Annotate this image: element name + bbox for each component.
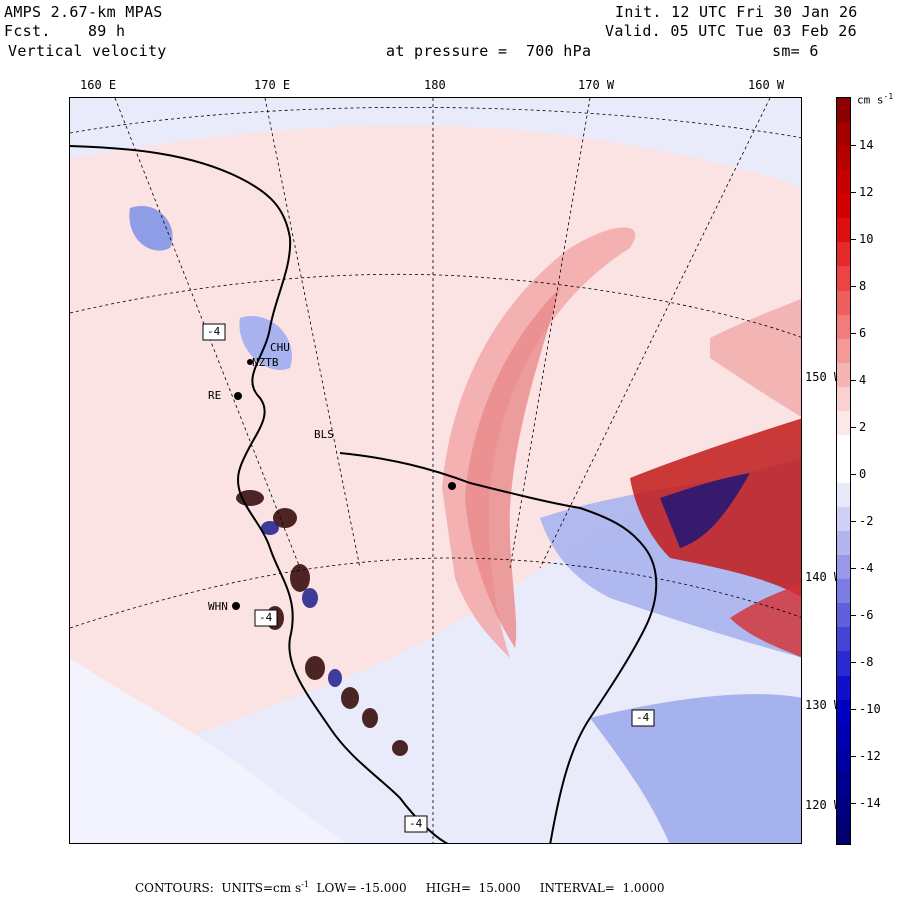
- colorbar-segment: [837, 675, 850, 701]
- colorbar-segment: [837, 194, 850, 219]
- colorbar-segment: [837, 483, 850, 508]
- field-name: Vertical velocity: [8, 42, 167, 60]
- colorbar-segment: [837, 747, 850, 773]
- contour-label: -4: [207, 325, 221, 338]
- colorbar-segment: [837, 579, 850, 604]
- station-chu: CHU: [270, 341, 290, 354]
- colorbar-segment: [837, 410, 850, 436]
- lon-label-170w: 170 W: [578, 78, 615, 92]
- colorbar-segment: [837, 651, 850, 677]
- colorbar-tick-mark: [851, 568, 856, 569]
- colorbar-tick-mark: [851, 427, 856, 428]
- colorbar-tick-mark: [851, 709, 856, 710]
- colorbar-tick-label: 4: [859, 373, 867, 387]
- colorbar: [836, 97, 851, 845]
- colorbar-segment: [837, 170, 850, 195]
- colorbar-tick-mark: [851, 380, 856, 381]
- colorbar-tick-label: 8: [859, 279, 867, 293]
- lat-label-120w: 120 W: [805, 798, 842, 812]
- station-bls: BLS: [314, 428, 334, 441]
- lon-label-180: 180: [424, 78, 446, 92]
- colorbar-tick-mark: [851, 333, 856, 334]
- colorbar-tick-mark: [851, 803, 856, 804]
- colorbar-segment: [837, 507, 850, 532]
- contour-label: -4: [409, 817, 423, 830]
- lon-label-160w: 160 W: [748, 78, 785, 92]
- colorbar-segment: [837, 98, 850, 123]
- colorbar-segment: [837, 819, 850, 845]
- colorbar-tick-label: -12: [859, 749, 881, 763]
- colorbar-tick-mark: [851, 615, 856, 616]
- contour-label: -4: [259, 611, 273, 624]
- colorbar-tick-label: -2: [859, 514, 874, 528]
- colorbar-tick-label: 12: [859, 185, 874, 199]
- colorbar-tick-mark: [851, 662, 856, 663]
- station-re: RE: [208, 389, 222, 402]
- colorbar-tick-label: 2: [859, 420, 867, 434]
- colorbar-tick-mark: [851, 521, 856, 522]
- station-nztb: NZTB: [252, 356, 279, 369]
- colorbar-unit: cm s-1: [857, 92, 894, 107]
- colorbar-segment: [837, 266, 850, 291]
- colorbar-segment: [837, 699, 850, 725]
- colorbar-segment: [837, 723, 850, 749]
- init-time: Init. 12 UTC Fri 30 Jan 26: [615, 3, 858, 21]
- colorbar-tick-mark: [851, 145, 856, 146]
- colorbar-segment: [837, 555, 850, 580]
- colorbar-segment: [837, 603, 850, 628]
- colorbar-tick-mark: [851, 474, 856, 475]
- colorbar-segment: [837, 338, 850, 364]
- vertical-velocity-map: [70, 98, 801, 843]
- smoothing: sm= 6: [772, 42, 819, 60]
- map-panel: WHN RE NZTB CHU BLS -4 -4 -4 -4: [69, 97, 802, 844]
- colorbar-segment: [837, 218, 850, 243]
- colorbar-segment: [837, 314, 850, 340]
- colorbar-segment: [837, 122, 850, 147]
- lat-label-130w: 130 W: [805, 698, 842, 712]
- colorbar-tick-mark: [851, 286, 856, 287]
- colorbar-segment: [837, 771, 850, 797]
- station-whn: WHN: [208, 600, 228, 613]
- contour-label: -4: [636, 711, 650, 724]
- colorbar-segment: [837, 434, 850, 460]
- colorbar-segment: [837, 146, 850, 171]
- lon-label-160e: 160 E: [80, 78, 117, 92]
- pressure-level: at pressure = 700 hPa: [386, 42, 592, 60]
- lat-label-150w: 150 W: [805, 370, 842, 384]
- colorbar-segment: [837, 531, 850, 556]
- lon-label-170e: 170 E: [254, 78, 291, 92]
- colorbar-tick-label: -4: [859, 561, 874, 575]
- colorbar-segment: [837, 795, 850, 821]
- colorbar-tick-label: 14: [859, 138, 874, 152]
- colorbar-tick-label: -6: [859, 608, 874, 622]
- colorbar-tick-label: 6: [859, 326, 867, 340]
- model-title: AMPS 2.67-km MPAS: [4, 3, 163, 21]
- colorbar-segment: [837, 627, 850, 652]
- colorbar-segment: [837, 458, 850, 484]
- colorbar-tick-mark: [851, 756, 856, 757]
- contour-info: CONTOURS: UNITS=cm s-1 LOW= -15.000 HIGH…: [135, 880, 665, 895]
- colorbar-tick-label: 10: [859, 232, 874, 246]
- colorbar-tick-label: 0: [859, 467, 867, 481]
- colorbar-segment: [837, 290, 850, 316]
- valid-time: Valid. 05 UTC Tue 03 Feb 26: [605, 22, 857, 40]
- lat-label-140w: 140 W: [805, 570, 842, 584]
- colorbar-segment: [837, 386, 850, 412]
- colorbar-tick-mark: [851, 192, 856, 193]
- colorbar-tick-mark: [851, 239, 856, 240]
- colorbar-tick-label: -14: [859, 796, 881, 810]
- colorbar-segment: [837, 362, 850, 388]
- colorbar-segment: [837, 242, 850, 267]
- forecast-hour: Fcst. 89 h: [4, 22, 126, 40]
- colorbar-tick-label: -10: [859, 702, 881, 716]
- colorbar-tick-label: -8: [859, 655, 874, 669]
